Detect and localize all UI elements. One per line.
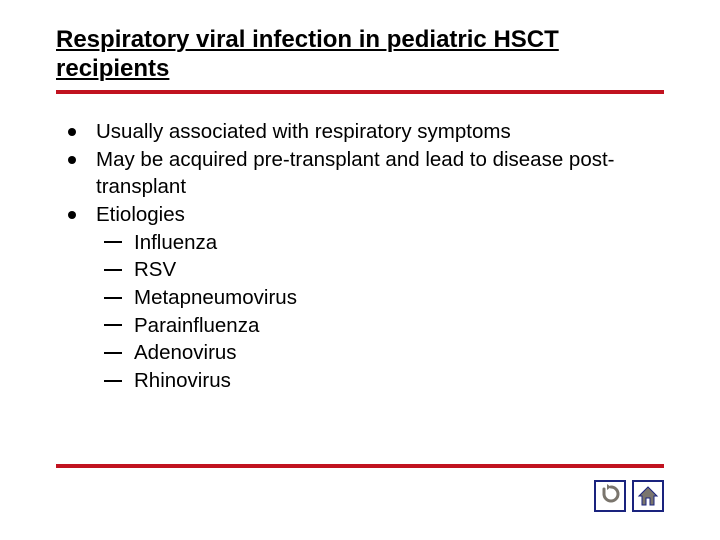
list-item-text: Influenza [134,231,217,254]
list-item: Usually associated with respiratory symp… [56,118,664,146]
bottom-rule [56,464,664,468]
title-rule [56,90,664,94]
list-item: Parainfluenza [96,312,664,340]
list-item: Rhinovirus [96,367,664,395]
return-icon [598,484,622,508]
body-block: Usually associated with respiratory symp… [56,118,664,395]
nav-icons [594,480,664,512]
list-item: Metapneumovirus [96,284,664,312]
sub-list: Influenza RSV Metapneumovirus Parainflue… [96,229,664,395]
list-item: RSV [96,256,664,284]
home-button[interactable] [632,480,664,512]
list-item-text: Rhinovirus [134,369,231,392]
list-item: Adenovirus [96,339,664,367]
slide-title: Respiratory viral infection in pediatric… [56,26,662,84]
list-item-text: Metapneumovirus [134,286,297,309]
list-item-text: Adenovirus [134,341,237,364]
list-item-text: Parainfluenza [134,314,259,337]
list-item-text: May be acquired pre-transplant and lead … [96,148,615,199]
list-item-text: Etiologies [96,203,185,226]
slide: Respiratory viral infection in pediatric… [0,0,720,540]
list-item: May be acquired pre-transplant and lead … [56,146,664,201]
list-item-text: Usually associated with respiratory symp… [96,120,511,143]
list-item-text: RSV [134,258,176,281]
title-block: Respiratory viral infection in pediatric… [56,26,662,94]
return-button[interactable] [594,480,626,512]
list-item: Etiologies Influenza RSV Metapneumovirus… [56,201,664,395]
list-item: Influenza [96,229,664,257]
home-icon [636,484,660,508]
bullet-list: Usually associated with respiratory symp… [56,118,664,395]
